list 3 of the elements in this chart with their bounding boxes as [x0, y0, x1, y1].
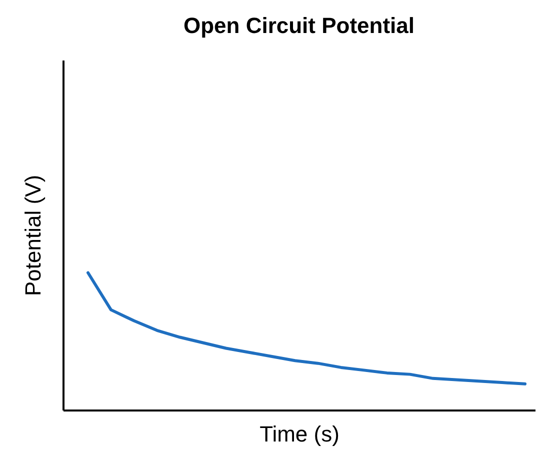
x-axis-title: Time (s): [260, 422, 340, 446]
y-axis-title: Potential (V): [20, 174, 46, 296]
chart-title: Open Circuit Potential: [183, 13, 415, 38]
